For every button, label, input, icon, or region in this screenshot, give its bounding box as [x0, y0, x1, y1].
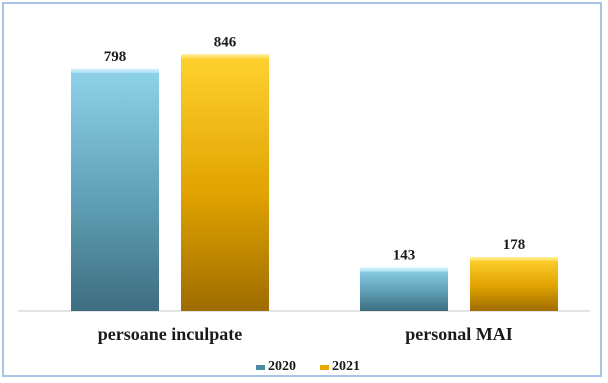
- bar-cap-series-2020-cat-1: [360, 267, 448, 272]
- bars-group: [71, 54, 558, 311]
- data-label-series-2021-cat-1: 178: [503, 237, 526, 253]
- bar-chart: 798 846 143 178 persoane inculpate personal …: [18, 34, 590, 374]
- data-label-series-2020-cat-1: 143: [393, 248, 416, 264]
- chart-frame: 798 846 143 178 persoane inculpate personal …: [2, 2, 602, 377]
- bar-series-2021-cat-0: [181, 54, 269, 311]
- legend: 2020 2021: [256, 359, 360, 374]
- bar-cap-series-2021-cat-1: [470, 256, 558, 261]
- legend-label-2020: 2020: [268, 359, 296, 374]
- data-labels-group: 798 846 143 178: [104, 34, 526, 263]
- data-label-series-2020-cat-0: 798: [104, 49, 127, 65]
- category-label-1: personal MAI: [405, 324, 513, 344]
- bar-cap-series-2020-cat-0: [71, 68, 159, 73]
- bar-series-2020-cat-1: [360, 267, 448, 311]
- category-label-0: persoane inculpate: [98, 324, 243, 344]
- legend-swatch-2020: [256, 365, 265, 370]
- data-label-series-2021-cat-0: 846: [214, 34, 237, 50]
- bar-cap-series-2021-cat-0: [181, 54, 269, 59]
- bar-series-2020-cat-0: [71, 68, 159, 311]
- legend-label-2021: 2021: [332, 359, 360, 374]
- category-labels-group: persoane inculpate personal MAI: [98, 324, 513, 344]
- legend-swatch-2021: [320, 365, 329, 370]
- bar-series-2021-cat-1: [470, 256, 558, 311]
